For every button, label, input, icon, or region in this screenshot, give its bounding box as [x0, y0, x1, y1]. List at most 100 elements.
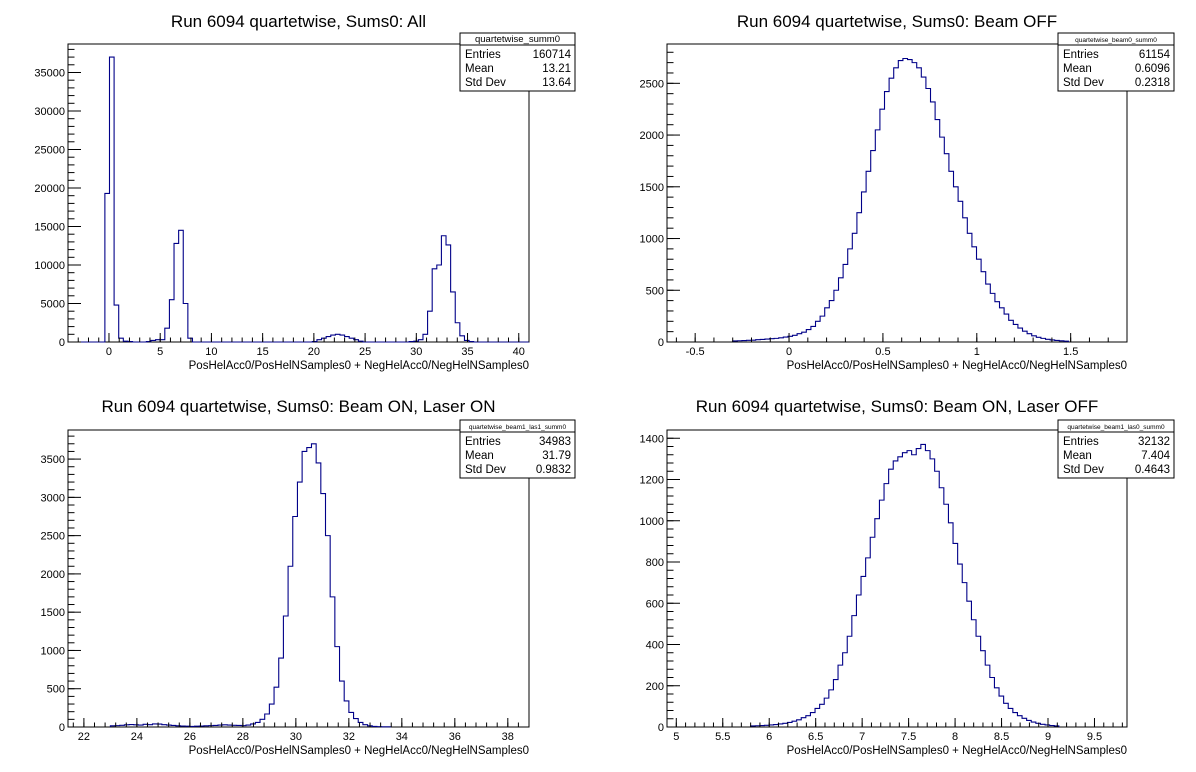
stats-label: Entries [1063, 436, 1099, 448]
histogram-line [68, 56, 529, 343]
y-tick-label: 400 [646, 640, 664, 652]
histogram-title: Run 6094 quartetwise, Sums0: Beam OFF [737, 12, 1057, 31]
x-axis-label: PosHelAcc0/PosHelNSamples0 + NegHelAcc0/… [787, 360, 1127, 372]
y-tick-label: 1000 [640, 234, 664, 246]
x-tick-label: 22 [78, 731, 90, 743]
histogram-panel-3: Run 6094 quartetwise, Sums0: Beam ON, La… [41, 397, 576, 757]
y-tick-label: 1500 [41, 607, 65, 619]
histogram-line [732, 57, 1070, 342]
histogram-panel-1: Run 6094 quartetwise, Sums0: All 0 5 10 15 20… [34, 12, 576, 372]
y-tick-label: 500 [646, 285, 664, 297]
stats-box: quartetwise_summ0 Entries 160714 Mean 13.21 S… [459, 32, 576, 92]
stats-value: 32132 [1138, 436, 1170, 448]
stats-value: 7.404 [1141, 450, 1170, 462]
x-tick-label: -0.5 [686, 346, 705, 358]
y-tick-label: 1200 [640, 475, 664, 487]
stats-name: quartetwise_beam1_las1_summ0 [469, 424, 567, 431]
stats-value: 0.2318 [1135, 77, 1170, 89]
x-tick-label: 0 [786, 346, 792, 358]
stats-value: 160714 [533, 49, 572, 61]
histogram-line [109, 443, 392, 728]
y-tick-label: 10000 [34, 260, 65, 272]
stats-name: quartetwise_beam0_summ0 [1075, 37, 1157, 44]
y-tick-label: 2000 [41, 569, 65, 581]
x-tick-label: 7 [859, 731, 865, 743]
x-tick-label: 30 [410, 346, 422, 358]
histogram-line [750, 443, 1060, 727]
y-tick-label: 500 [47, 684, 65, 696]
y-tick-label: 2500 [41, 531, 65, 543]
x-tick-label: 0 [106, 346, 112, 358]
histogram-title: Run 6094 quartetwise, Sums0: All [171, 12, 426, 31]
x-tick-label: 26 [184, 731, 196, 743]
x-tick-label: 34 [396, 731, 408, 743]
x-tick-label: 1.5 [1063, 346, 1078, 358]
y-tick-label: 5000 [41, 298, 65, 310]
y-tick-label: 3500 [41, 454, 65, 466]
x-tick-label: 5 [673, 731, 679, 743]
plot-frame [67, 429, 530, 728]
y-tick-label: 1000 [41, 645, 65, 657]
x-tick-label: 25 [359, 346, 371, 358]
y-tick-label: 3000 [41, 492, 65, 504]
stats-label: Entries [465, 49, 501, 61]
x-tick-label: 20 [308, 346, 320, 358]
stats-label: Mean [1063, 63, 1092, 75]
y-tick-label: 1500 [640, 182, 664, 194]
stats-value: 0.6096 [1135, 63, 1170, 75]
y-tick-label: 2500 [640, 78, 664, 90]
x-tick-label: 38 [502, 731, 514, 743]
x-tick-label: 8.5 [994, 731, 1009, 743]
x-tick-label: 40 [513, 346, 525, 358]
x-tick-label: 5 [157, 346, 163, 358]
y-tick-label: 20000 [34, 183, 65, 195]
histogram-title: Run 6094 quartetwise, Sums0: Beam ON, La… [696, 397, 1099, 416]
stats-value: 0.4643 [1135, 464, 1170, 476]
x-tick-label: 6.5 [808, 731, 823, 743]
y-tick-label: 30000 [34, 106, 65, 118]
x-tick-label: 9 [1045, 731, 1051, 743]
stats-label: Entries [465, 436, 501, 448]
stats-label: Mean [1063, 450, 1092, 462]
stats-value: 13.21 [542, 63, 571, 75]
y-tick-label: 0 [658, 337, 664, 349]
y-tick-label: 0 [658, 722, 664, 734]
x-tick-label: 6 [766, 731, 772, 743]
x-axis-label: PosHelAcc0/PosHelNSamples0 + NegHelAcc0/… [189, 360, 529, 372]
y-tick-label: 600 [646, 598, 664, 610]
y-tick-label: 1000 [640, 516, 664, 528]
stats-label: Std Dev [465, 77, 506, 89]
stats-label: Std Dev [1063, 77, 1104, 89]
x-tick-label: 9.5 [1087, 731, 1102, 743]
stats-box: quartetwise_beam0_summ0 Entries 61154 Mean 0… [1057, 32, 1175, 92]
x-axis-label: PosHelAcc0/PosHelNSamples0 + NegHelAcc0/… [787, 745, 1127, 757]
plot-frame [666, 43, 1128, 343]
histogram-panel-4: Run 6094 quartetwise, Sums0: Beam ON, La… [640, 397, 1175, 757]
x-tick-label: 30 [290, 731, 302, 743]
x-axis-label: PosHelAcc0/PosHelNSamples0 + NegHelAcc0/… [189, 745, 529, 757]
stats-label: Mean [465, 63, 494, 75]
y-tick-label: 800 [646, 557, 664, 569]
x-tick-label: 35 [461, 346, 473, 358]
x-tick-label: 8 [952, 731, 958, 743]
x-tick-label: 24 [131, 731, 143, 743]
y-tick-label: 1400 [640, 433, 664, 445]
x-tick-label: 36 [449, 731, 461, 743]
stats-name: quartetwise_summ0 [475, 34, 560, 45]
stats-value: 34983 [539, 436, 571, 448]
y-tick-label: 0 [59, 722, 65, 734]
stats-label: Std Dev [1063, 464, 1104, 476]
x-tick-label: 0.5 [875, 346, 890, 358]
histogram-panel-2: Run 6094 quartetwise, Sums0: Beam OFF -0.… [640, 12, 1175, 372]
stats-name: quartetwise_beam1_las0_summ0 [1067, 424, 1165, 431]
stats-value: 0.9832 [536, 464, 571, 476]
stats-value: 13.64 [542, 77, 571, 89]
stats-label: Std Dev [465, 464, 506, 476]
x-tick-label: 28 [237, 731, 249, 743]
x-tick-label: 1 [974, 346, 980, 358]
x-tick-label: 32 [343, 731, 355, 743]
x-tick-label: 7.5 [901, 731, 916, 743]
y-tick-label: 25000 [34, 144, 65, 156]
y-tick-label: 200 [646, 681, 664, 693]
